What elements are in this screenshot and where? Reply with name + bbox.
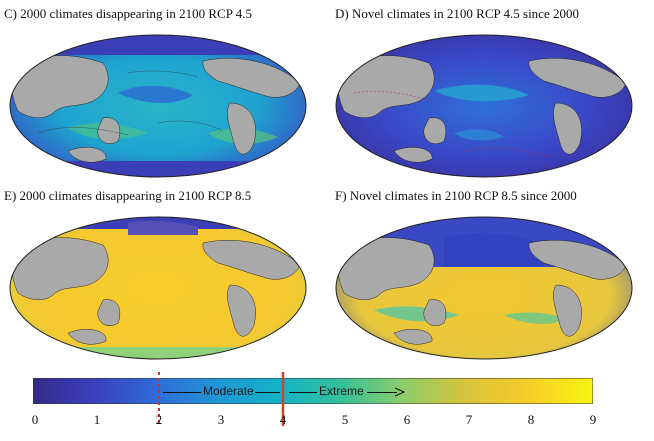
map-panel-e xyxy=(9,216,307,360)
extreme-right-line xyxy=(367,392,397,393)
colorbar-tick: 7 xyxy=(465,412,473,427)
moderate-right-line xyxy=(255,392,280,393)
panel-f-title: F) Novel climates in 2100 RCP 8.5 since … xyxy=(335,188,577,203)
moderate-label: Moderate xyxy=(203,384,254,398)
colorbar-tick: 8 xyxy=(527,412,535,427)
landmass-icon xyxy=(337,237,627,345)
landmass-icon xyxy=(11,55,301,163)
map-panel-f xyxy=(335,216,633,360)
arrow-right-icon xyxy=(395,387,405,397)
panel-e-title: E) 2000 climates disappearing in 2100 RC… xyxy=(4,188,252,203)
colorbar-tick: 3 xyxy=(217,412,225,427)
colorbar-tick: 0 xyxy=(31,412,39,427)
colorbar xyxy=(33,378,593,404)
landmass-icon xyxy=(337,55,627,163)
colorbar-tick: 1 xyxy=(93,412,101,427)
colorbar-tick: 5 xyxy=(341,412,349,427)
colorbar-tick: 4 xyxy=(279,412,287,427)
colorbar-tick: 2 xyxy=(155,412,163,427)
extreme-left-line xyxy=(289,392,317,393)
panel-d-title: D) Novel climates in 2100 RCP 4.5 since … xyxy=(335,6,579,21)
colorbar-tick: 9 xyxy=(589,412,597,427)
map-panel-d xyxy=(335,34,633,178)
map-panel-c xyxy=(9,34,307,178)
landmass-icon xyxy=(11,237,301,345)
colorbar-tick: 6 xyxy=(403,412,411,427)
panel-c-title: C) 2000 climates disappearing in 2100 RC… xyxy=(4,6,252,21)
extreme-label: Extreme xyxy=(319,384,364,398)
extreme-threshold-marker xyxy=(281,372,285,426)
moderate-threshold-marker xyxy=(158,372,160,426)
moderate-left-line xyxy=(163,392,201,393)
